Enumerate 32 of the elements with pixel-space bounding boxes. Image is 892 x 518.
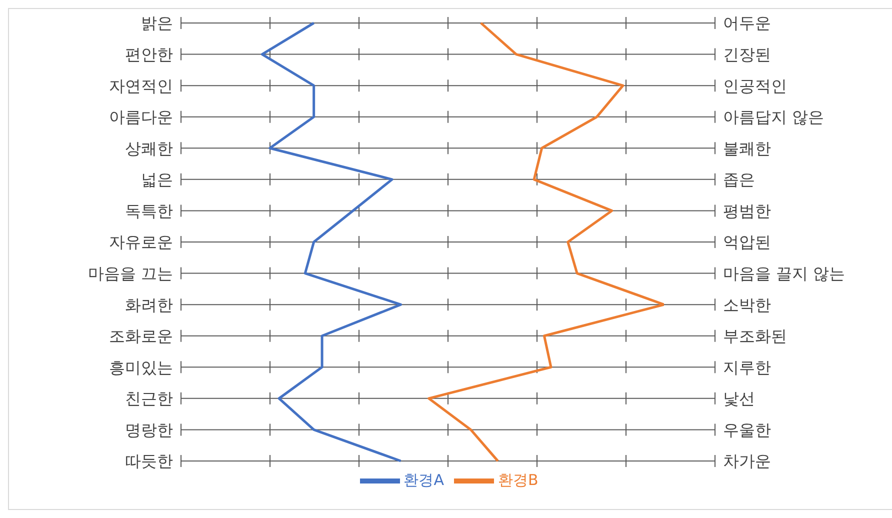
y2-tick-label: 마음을 끌지 않는 (723, 264, 846, 283)
y2-tick-label: 우울한 (723, 420, 771, 440)
y-tick-label: 조화로운 (109, 326, 173, 346)
y2-tick-label: 소박한 (723, 295, 771, 314)
y2-tick-label: 긴장된 (723, 44, 771, 64)
y2-tick-label: 억압된 (723, 232, 771, 252)
y2-tick-label: 아름답지 않은 (723, 108, 824, 127)
y2-tick-label: 지루한 (723, 358, 771, 377)
y-tick-label: 편안한 (125, 44, 173, 64)
y-tick-label: 자연적인 (109, 76, 173, 96)
y-tick-label: 상쾌한 (125, 138, 173, 158)
y-tick-label: 따듯한 (125, 452, 173, 471)
y-tick-label: 흥미있는 (109, 358, 173, 377)
y2-tick-label: 부조화된 (723, 326, 787, 346)
y-tick-label: 마음을 끄는 (88, 264, 173, 283)
y2-tick-label: 어두운 (723, 14, 771, 33)
y-tick-label: 넓은 (141, 170, 173, 190)
y2-tick-label: 인공적인 (723, 76, 787, 96)
y-tick-label: 밝은 (141, 14, 173, 33)
y2-tick-label: 차가운 (723, 452, 771, 471)
y2-tick-label: 낯선 (723, 389, 755, 408)
y-tick-label: 자유로운 (109, 232, 173, 252)
y-tick-label: 독특한 (125, 201, 173, 220)
legend-label: 환경A (404, 471, 444, 490)
y2-tick-label: 평범한 (723, 201, 771, 220)
y-tick-label: 화려한 (125, 295, 173, 314)
y-tick-label: 명랑한 (125, 420, 173, 440)
y-tick-label: 아름다운 (109, 108, 173, 127)
y-tick-label: 친근한 (125, 389, 173, 408)
legend-label: 환경B (498, 471, 538, 490)
y2-tick-label: 불쾌한 (723, 138, 771, 158)
y2-tick-label: 좁은 (723, 170, 755, 190)
